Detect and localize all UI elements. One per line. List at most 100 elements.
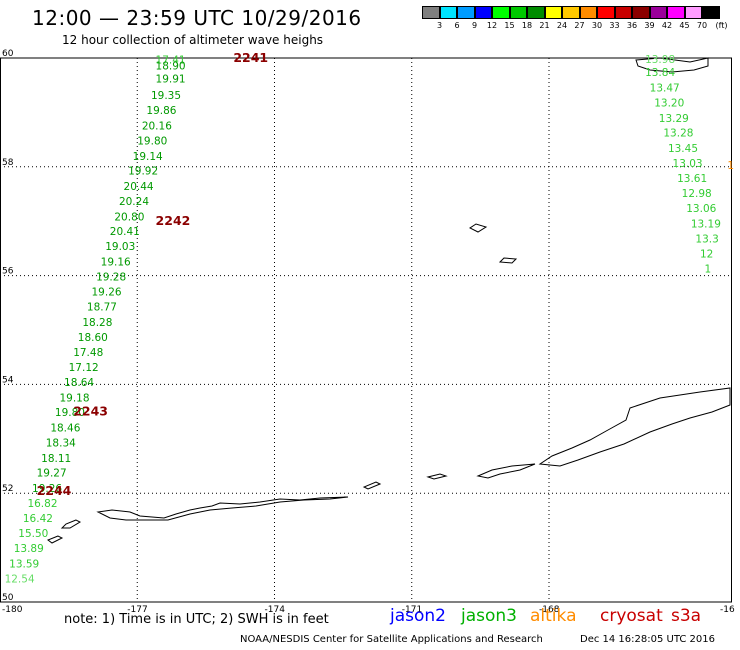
legend-label: 3 (436, 21, 443, 30)
legend-label: 21 (539, 21, 550, 30)
swh-value: 18.46 (50, 422, 80, 434)
legend-swatch (702, 6, 720, 19)
swh-value: 17.12 (69, 362, 99, 374)
swh-value: 16.42 (23, 513, 53, 525)
island-chain-mid (426, 473, 448, 480)
swh-value: 13.06 (686, 203, 716, 215)
legend-label: 45 (679, 21, 690, 30)
swh-value: 16.82 (27, 498, 57, 510)
swh-value: 13.61 (677, 173, 707, 185)
swh-value: 15.50 (18, 528, 48, 540)
swh-value: 12 (700, 248, 713, 260)
legend-label: 18 (521, 21, 533, 30)
swh-value: 12.54 (5, 574, 35, 586)
legend-label: 42 (661, 21, 673, 30)
satellite-name: jason2 (390, 606, 446, 626)
swh-value: 20.24 (119, 196, 149, 208)
lat-tick-label: 52 (2, 484, 13, 494)
legend-swatch (649, 6, 667, 19)
legend-swatch (527, 6, 545, 19)
legend-label: 30 (591, 21, 603, 30)
legend-label: 6 (454, 21, 460, 30)
swh-value: 19.86 (146, 105, 176, 117)
legend-swatch (579, 6, 597, 19)
swh-value: 18.60 (78, 332, 108, 344)
legend-label: 27 (574, 21, 585, 30)
satellite-name: cryosat (600, 606, 663, 626)
lat-tick-label: 58 (2, 158, 14, 168)
pribilof-st-george (498, 257, 518, 264)
lat-tick-label: 54 (2, 375, 14, 385)
color-legend (422, 6, 720, 19)
swh-value: 19.92 (128, 166, 158, 178)
satellite-name: jason3 (461, 606, 517, 626)
color-legend-labels: 3 6 9 12 15 18 21 24 27 30 33 36 39 42 45 70 (ft) (422, 21, 740, 33)
island-chain-west (96, 496, 349, 521)
swh-value: 18.77 (87, 302, 117, 314)
lat-tick-label: 56 (2, 267, 14, 277)
legend-label: 24 (556, 21, 568, 30)
page-title: 12:00 — 23:59 UTC 10/29/2016 (32, 6, 362, 30)
swh-value: 18.64 (64, 377, 94, 389)
swh-value: 13.29 (659, 113, 689, 125)
page-subtitle: 12 hour collection of altimeter wave hei… (62, 33, 324, 47)
legend-swatch (667, 6, 685, 19)
swh-value: 17.48 (73, 347, 103, 359)
lat-tick-label: 60 (2, 49, 14, 59)
swh-value: 13.20 (654, 98, 684, 110)
swh-value: 13.89 (14, 543, 44, 555)
legend-swatch (562, 6, 580, 19)
swh-value: 13.84 (645, 67, 675, 79)
legend-swatch (492, 6, 510, 19)
near-islands (60, 519, 82, 529)
altika-value: 1 (727, 160, 734, 172)
satellite-name: altika (530, 606, 577, 626)
legend-label: 9 (471, 21, 478, 30)
swh-value: 13.03 (673, 158, 703, 170)
generated-timestamp: Dec 14 16:28:05 UTC 2016 (580, 634, 715, 645)
swh-value: 19.28 (96, 272, 126, 284)
pass-number-label: 2243 (73, 404, 108, 419)
swh-value: 19.35 (151, 90, 181, 102)
lon-tick-label: -177 (127, 605, 147, 615)
swh-value: 13.47 (650, 82, 680, 94)
lon-tick-label: -171 (402, 605, 422, 615)
lat-tick-label: 50 (2, 593, 14, 603)
legend-swatch (457, 6, 475, 19)
legend-swatch (422, 6, 440, 19)
swh-value: 20.80 (114, 211, 144, 223)
pass-labels: 2241 2242 2243 2244 (37, 50, 269, 498)
pass-number-label: 2244 (37, 483, 72, 498)
legend-label: 39 (644, 21, 655, 30)
island-chain-east (476, 463, 536, 479)
swh-value: 19.80 (137, 136, 167, 148)
attu-island (46, 535, 64, 544)
swh-value: 19.26 (92, 286, 122, 298)
legend-swatch (684, 6, 702, 19)
swh-value: 13.3 (695, 234, 718, 246)
swh-value: 18.34 (46, 438, 76, 450)
alaska-peninsula-coast (538, 387, 731, 467)
swh-value: 13.59 (9, 558, 39, 570)
swh-value: 19.27 (37, 468, 67, 480)
legend-unit: (ft) (715, 21, 728, 30)
swh-value: 19.16 (101, 256, 131, 268)
lon-tick-label: -16 (720, 605, 735, 615)
legend-label: 70 (696, 21, 708, 30)
island-chain-mid2 (362, 481, 382, 490)
legend-label: 15 (504, 21, 515, 30)
legend-label: 12 (486, 21, 498, 30)
lon-tick-label: -180 (2, 605, 23, 615)
swh-value: 13.45 (668, 143, 698, 155)
swh-value: 19.14 (133, 151, 163, 163)
swh-value: 19.91 (156, 74, 186, 86)
swh-value: 19.18 (59, 392, 89, 404)
legend-swatch (474, 6, 492, 19)
swh-value: 18.11 (41, 453, 71, 465)
lat-lon-grid: 60 58 56 54 52 50 -180 -177 -174 -171 -168 -16 (0, 49, 735, 615)
swh-value: 20.44 (124, 181, 154, 193)
footer-note: note: 1) Time is in UTC; 2) SWH is in fe… (64, 612, 329, 627)
swh-value: 18.90 (156, 61, 186, 73)
